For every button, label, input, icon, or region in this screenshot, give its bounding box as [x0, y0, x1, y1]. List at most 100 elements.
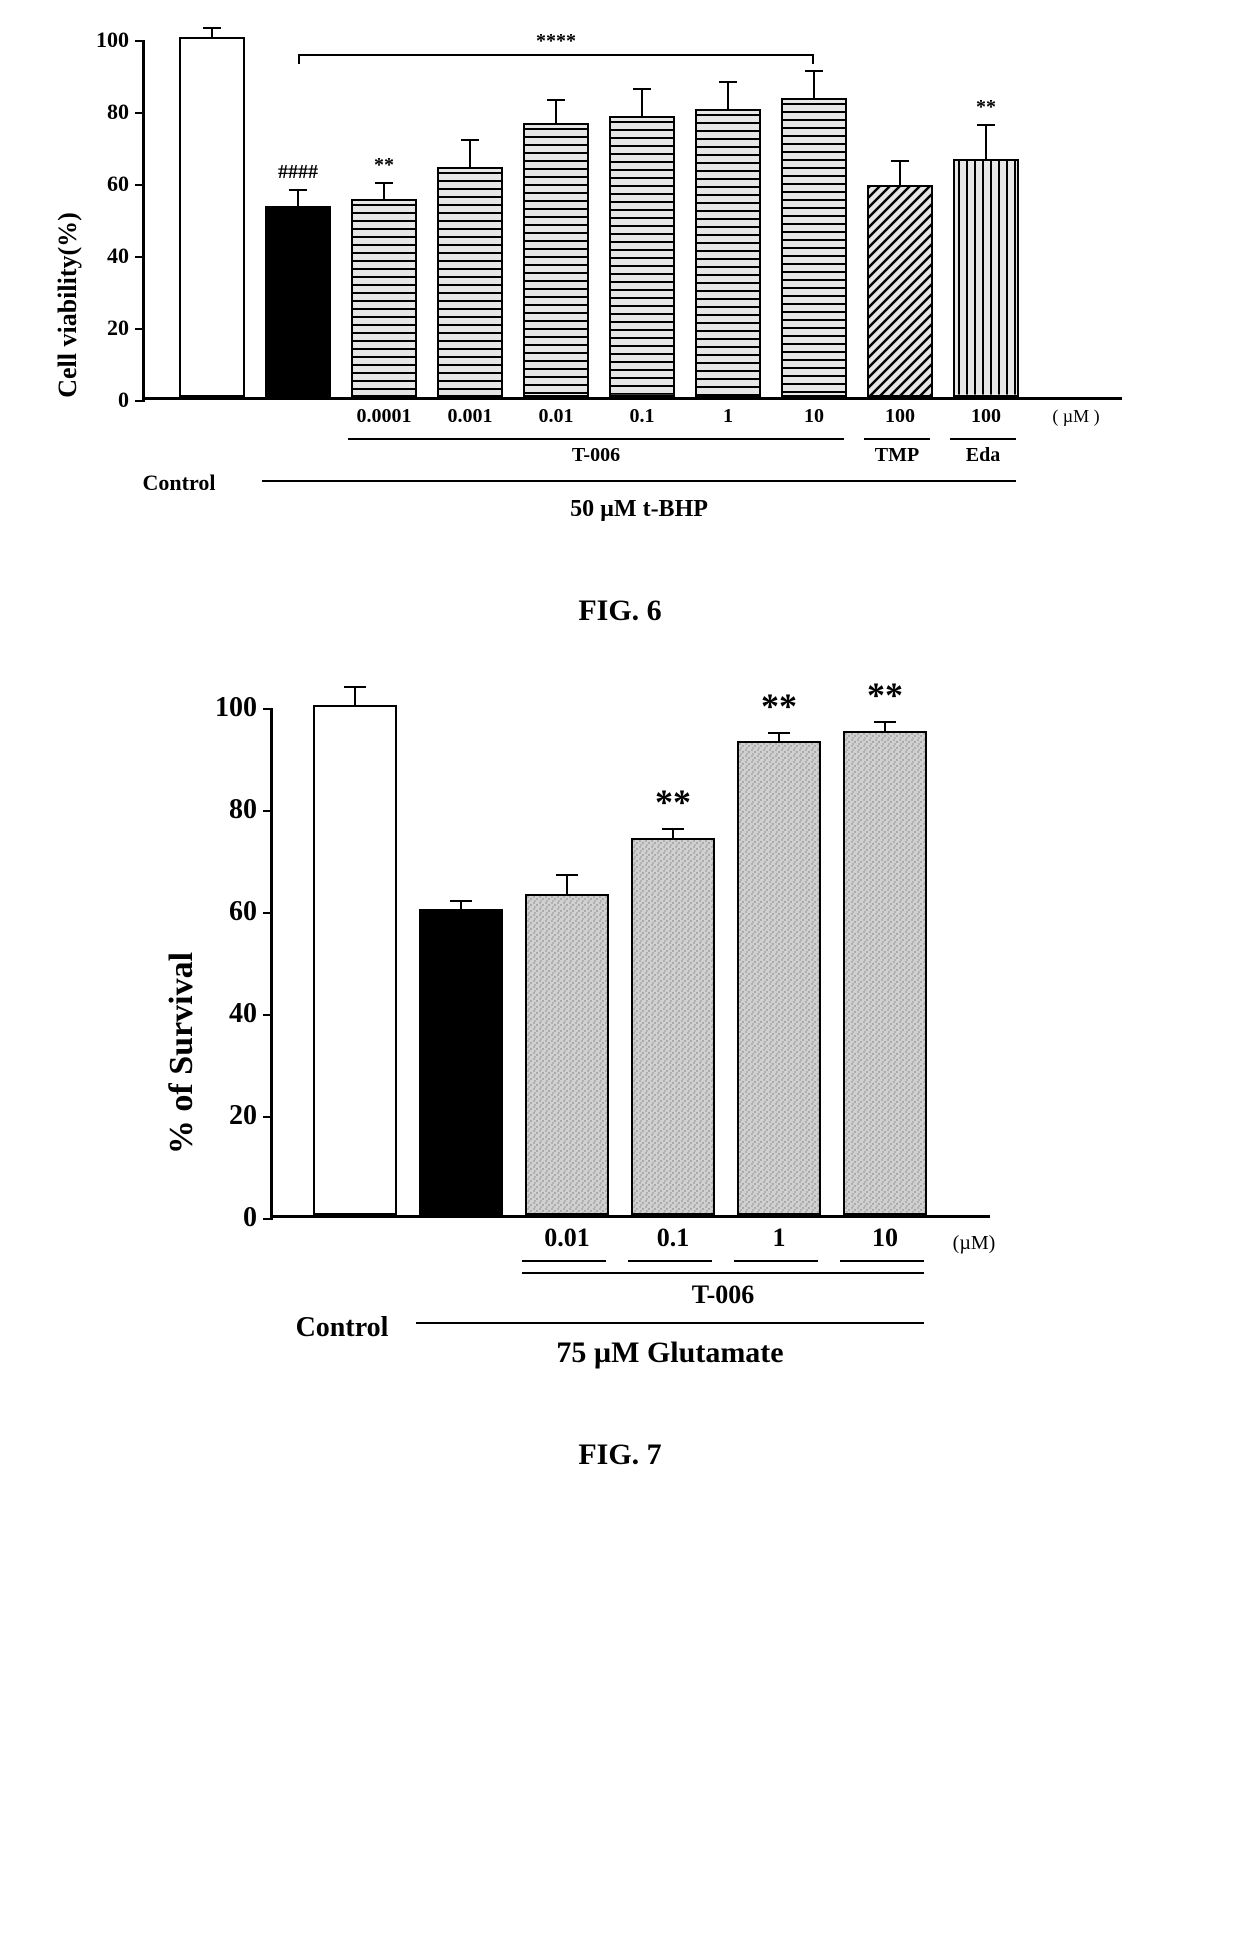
significance-marker: ####: [278, 161, 318, 184]
y-tick-label: 20: [229, 1100, 263, 1132]
bar: [523, 123, 589, 397]
bar: [313, 705, 397, 1215]
y-tick-label: 100: [215, 692, 263, 724]
y-tick-label: 100: [96, 27, 135, 53]
dose-underline: [840, 1260, 924, 1262]
error-cap: [719, 81, 737, 83]
bar: **: [351, 199, 417, 397]
dose-underline: [628, 1260, 712, 1262]
y-tick-label: 0: [243, 1202, 263, 1234]
error-bar: [778, 733, 780, 743]
group-label-t006: T-006: [692, 1280, 755, 1310]
bar: **: [631, 838, 715, 1215]
error-cap: [375, 182, 393, 184]
y-tick-label: 80: [107, 99, 135, 125]
error-cap: [461, 139, 479, 141]
y-tick: [135, 184, 145, 186]
error-bar: [672, 829, 674, 839]
bar: [781, 98, 847, 397]
group-underline-eda: [950, 438, 1016, 440]
error-bar: [354, 687, 356, 707]
condition-label: 50 µM t-BHP: [570, 496, 708, 523]
dose-underline: [734, 1260, 818, 1262]
y-tick-label: 80: [229, 794, 263, 826]
y-tick: [263, 708, 273, 710]
y-tick-label: 40: [229, 998, 263, 1030]
bar: [525, 894, 609, 1215]
error-cap: [203, 27, 221, 29]
bar: ####: [265, 206, 331, 397]
significance-marker: **: [976, 96, 996, 119]
condition-label: 75 µM Glutamate: [556, 1336, 783, 1370]
bar: [609, 116, 675, 397]
error-cap: [450, 900, 472, 902]
significance-marker: **: [867, 674, 903, 716]
bar: **: [843, 731, 927, 1216]
bar: [179, 37, 245, 397]
y-tick-label: 40: [107, 243, 135, 269]
significance-bracket: [298, 54, 814, 56]
group-underline-tmp: [864, 438, 930, 440]
error-bar: [555, 100, 557, 125]
y-tick-label: 0: [118, 387, 135, 413]
control-label: Control: [143, 470, 216, 496]
error-cap: [633, 88, 651, 90]
bar: [419, 909, 503, 1215]
error-bar: [899, 161, 901, 186]
bar: **: [953, 159, 1019, 397]
error-bar: [813, 71, 815, 100]
y-tick: [135, 256, 145, 258]
significance-marker: **: [374, 154, 394, 177]
bar: [867, 185, 933, 397]
control-label: Control: [296, 1312, 389, 1344]
error-bar: [297, 190, 299, 208]
error-cap: [662, 828, 684, 830]
y-tick-label: 60: [229, 896, 263, 928]
y-axis-label-wrap: % of Survival: [160, 708, 204, 1398]
error-bar: [641, 89, 643, 118]
significance-marker: **: [655, 781, 691, 823]
significance-marker: ****: [536, 30, 576, 53]
group-label-tmp: TMP: [875, 444, 919, 467]
bar: [695, 109, 761, 397]
unit-label: (µM): [953, 1232, 996, 1255]
error-cap: [289, 189, 307, 191]
y-tick: [135, 40, 145, 42]
bar: [437, 167, 503, 397]
bar: **: [737, 741, 821, 1215]
group-underline-t006: [348, 438, 844, 440]
plot-area: 020406080100####**0.00010.0010.010.11101…: [142, 40, 1122, 400]
error-cap: [977, 124, 995, 126]
y-tick-label: 60: [107, 171, 135, 197]
figure-caption: FIG. 7: [160, 1438, 1080, 1472]
y-tick: [135, 112, 145, 114]
error-cap: [874, 721, 896, 723]
condition-underline: [262, 480, 1016, 482]
error-cap: [805, 70, 823, 72]
y-tick: [263, 1116, 273, 1118]
group-label-eda: Eda: [966, 444, 1000, 467]
error-cap: [344, 686, 366, 688]
y-tick: [135, 328, 145, 330]
error-bar: [985, 125, 987, 161]
figure-caption: FIG. 6: [50, 594, 1190, 628]
plot-area: 0204060801000.01**0.1**1**10: [270, 708, 990, 1218]
error-bar: [383, 183, 385, 201]
y-tick-label: 20: [107, 315, 135, 341]
error-cap: [768, 732, 790, 734]
error-cap: [547, 99, 565, 101]
group-underline-t006: [522, 1272, 924, 1274]
x-axis-annotation-area: T-006TMPEda( µM )Control50 µM t-BHP: [142, 400, 1122, 570]
error-bar: [727, 82, 729, 111]
error-bar: [566, 875, 568, 895]
unit-label: ( µM ): [1052, 406, 1099, 427]
figure-6: Cell viability(%) 020406080100####**0.00…: [50, 40, 1190, 628]
y-tick: [263, 810, 273, 812]
error-bar: [460, 901, 462, 911]
y-axis-label-wrap: Cell viability(%): [50, 40, 86, 570]
dose-underline: [522, 1260, 606, 1262]
plot-cell: 0204060801000.01**0.1**1**10 T-006(µM)Co…: [204, 708, 990, 1398]
plot-cell: 020406080100####**0.00010.0010.010.11101…: [86, 40, 1122, 570]
y-tick: [263, 912, 273, 914]
significance-marker: **: [761, 685, 797, 727]
